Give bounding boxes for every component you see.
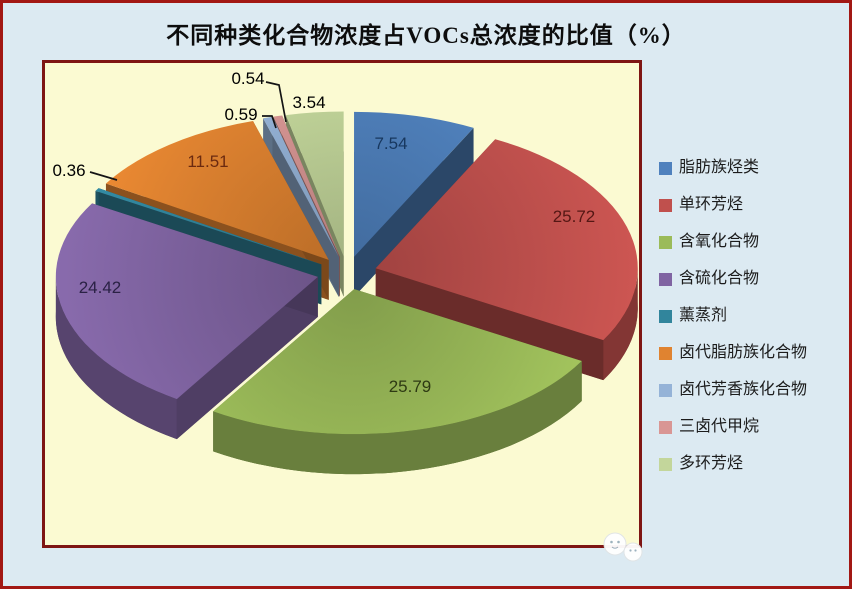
pie-slice-side: [176, 276, 318, 440]
legend-label: 卤代脂肪族化合物: [679, 344, 808, 361]
value-label-卤代芳香族化合物: 0.59: [224, 105, 257, 124]
legend-label: 脂肪族烃类: [679, 159, 760, 176]
value-label-多环芳烃: 3.54: [292, 93, 325, 112]
legend-label: 含硫化合物: [679, 270, 760, 287]
pie-slice-含氧化合物[interactable]: [213, 289, 582, 435]
pie-value-labels: 7.54 25.72 25.79 24.42 0.36 11.51 0.59 0.54 3.54: [52, 69, 595, 396]
legend-item-卤代芳香族化合物[interactable]: 卤代芳香族化合物: [659, 382, 807, 398]
value-label-三卤代甲烷: 0.54: [231, 69, 264, 88]
pie-slice-wall: [213, 361, 582, 475]
pie-chart: 7.54 25.72 25.79 24.42 0.36 11.51 0.59 0.54 3.54: [52, 69, 643, 562]
value-label-薰蒸剂: 0.36: [52, 161, 85, 180]
legend-swatch: [659, 309, 672, 323]
pie-slice-脂肪族烃类[interactable]: [354, 111, 474, 257]
legend-item-脂肪族烃类[interactable]: 脂肪族烃类: [659, 160, 807, 176]
legend-label: 三卤代甲烷: [679, 418, 760, 435]
pie-slice-含硫化合物[interactable]: [55, 203, 318, 400]
legend-swatch: [659, 161, 672, 175]
legend-item-卤代脂肪族化合物[interactable]: 卤代脂肪族化合物: [659, 345, 807, 361]
legend-swatch: [659, 198, 672, 212]
legend-item-含硫化合物[interactable]: 含硫化合物: [659, 271, 807, 287]
pie-slice-side: [354, 127, 474, 297]
legend-label: 多环芳烃: [679, 455, 744, 472]
chart-legend: 脂肪族烃类单环芳烃含氧化合物含硫化合物薰蒸剂卤代脂肪族化合物 卤代芳香族化合物 三卤…: [659, 160, 807, 493]
pie-slice-三卤代甲烷[interactable]: [273, 115, 340, 257]
legend-swatch: [659, 235, 672, 249]
pie-slice-卤代脂肪族化合物[interactable]: [105, 121, 329, 260]
value-label-含氧化合物: 25.79: [389, 377, 432, 396]
legend-item-含氧化合物[interactable]: 含氧化合物: [659, 234, 807, 250]
value-label-脂肪族烃类: 7.54: [374, 134, 407, 153]
pie-slice-薰蒸剂[interactable]: [95, 188, 322, 265]
legend-label: 卤代芳香族化合物: [679, 381, 808, 398]
value-label-卤代脂肪族化合物: 11.51: [187, 152, 228, 171]
label-leader-line: [262, 115, 277, 129]
value-label-单环芳烃: 25.72: [553, 207, 596, 226]
pie-slice-wall: [603, 268, 638, 381]
pie-slices: [55, 111, 638, 475]
legend-swatch: [659, 420, 672, 434]
legend-swatch: [659, 272, 672, 286]
legend-label: 含氧化合物: [679, 233, 760, 250]
legend-swatch: [659, 346, 672, 360]
legend-item-薰蒸剂[interactable]: 薰蒸剂: [659, 308, 807, 324]
legend-item-单环芳烃[interactable]: 单环芳烃: [659, 197, 807, 213]
legend-swatch: [659, 383, 672, 397]
label-leader-line: [89, 171, 118, 181]
pie-slice-卤代芳香族化合物[interactable]: [263, 116, 339, 258]
watermark-sticker: [603, 532, 643, 562]
pie-slice-wall: [55, 276, 177, 440]
chart-title: 不同种类化合物浓度占VOCs总浓度的比值（%）: [166, 23, 686, 48]
legend-label: 薰蒸剂: [679, 307, 728, 324]
pie-slice-多环芳烃[interactable]: [285, 111, 344, 257]
legend-item-多环芳烃[interactable]: 多环芳烃: [659, 456, 807, 472]
label-leader-line: [265, 81, 287, 123]
legend-item-三卤代甲烷[interactable]: 三卤代甲烷: [659, 419, 807, 435]
pie-slice-单环芳烃[interactable]: [375, 139, 638, 341]
value-label-含硫化合物: 24.42: [79, 278, 122, 297]
legend-label: 单环芳烃: [679, 196, 744, 213]
legend-swatch: [659, 457, 672, 471]
